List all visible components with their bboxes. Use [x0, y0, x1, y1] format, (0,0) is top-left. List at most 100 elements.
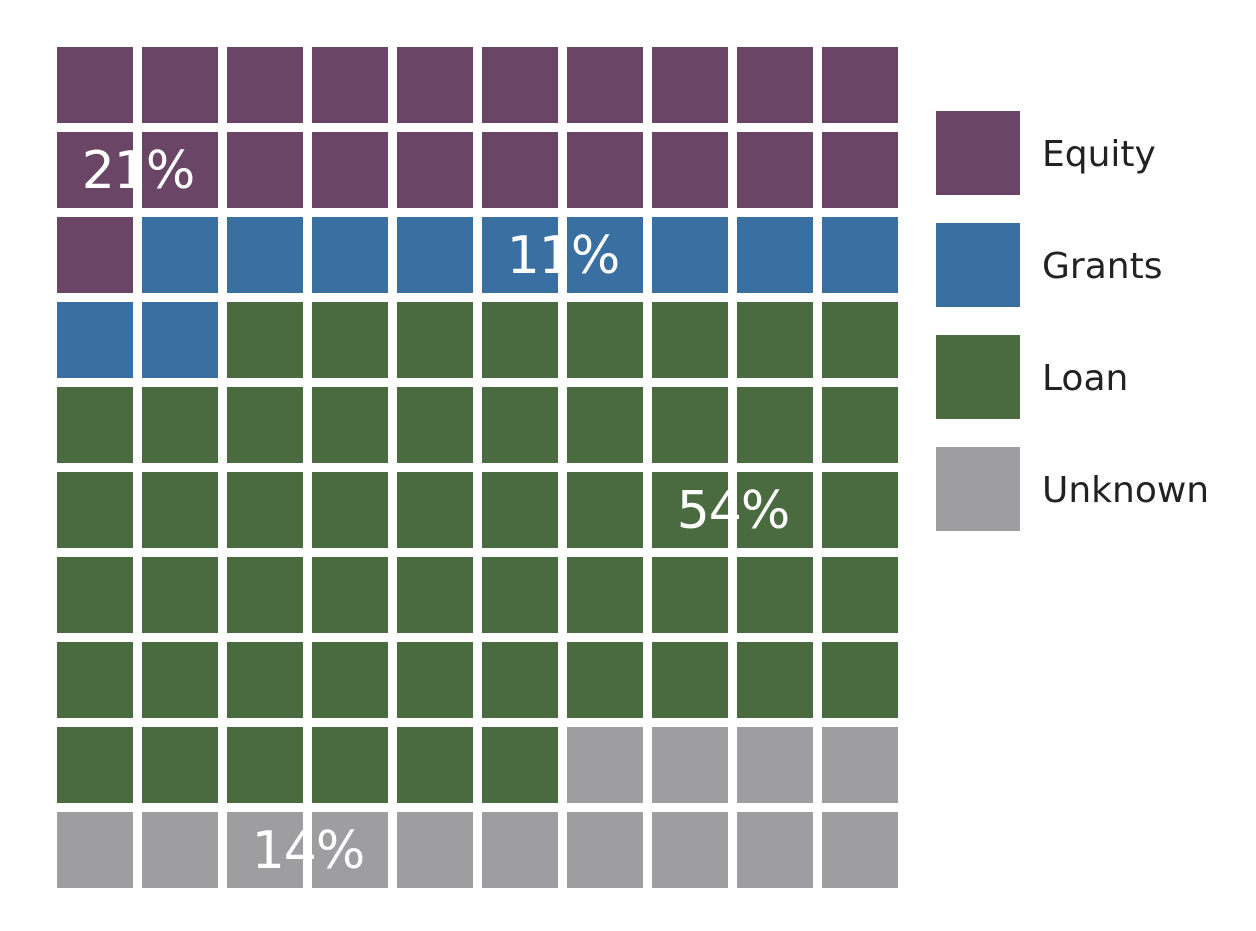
waffle-cell-loan — [397, 557, 473, 633]
waffle-cell-loan — [482, 472, 558, 548]
waffle-cell-unknown — [822, 727, 898, 803]
waffle-cell-unknown — [737, 812, 813, 888]
waffle-cell-loan — [142, 557, 218, 633]
waffle-cell-equity — [57, 132, 133, 208]
waffle-cell-loan — [397, 302, 473, 378]
waffle-cell-equity — [312, 132, 388, 208]
waffle-cell-loan — [737, 557, 813, 633]
waffle-cell-grants — [652, 217, 728, 293]
waffle-cells — [57, 47, 898, 888]
waffle-cell-loan — [57, 557, 133, 633]
waffle-cell-equity — [312, 47, 388, 123]
waffle-cell-loan — [397, 642, 473, 718]
pct-label-equity: 21% — [82, 141, 195, 201]
waffle-cell-loan — [737, 642, 813, 718]
waffle-cell-equity — [652, 132, 728, 208]
waffle-cell-grants — [482, 217, 558, 293]
waffle-cell-equity — [737, 47, 813, 123]
waffle-cell-loan — [142, 642, 218, 718]
waffle-cell-loan — [822, 387, 898, 463]
waffle-cell-unknown — [57, 812, 133, 888]
waffle-cell-equity — [397, 132, 473, 208]
waffle-cell-loan — [482, 727, 558, 803]
waffle-cell-loan — [312, 387, 388, 463]
waffle-cell-loan — [822, 472, 898, 548]
waffle-cell-equity — [482, 132, 558, 208]
waffle-cell-equity — [482, 47, 558, 123]
waffle-cell-equity — [57, 47, 133, 123]
waffle-cell-unknown — [652, 812, 728, 888]
waffle-cell-grants — [312, 217, 388, 293]
waffle-cell-equity — [227, 132, 303, 208]
waffle-cell-grants — [142, 217, 218, 293]
pct-label-unknown: 14% — [252, 821, 365, 881]
waffle-cell-loan — [567, 557, 643, 633]
waffle-cell-equity — [397, 47, 473, 123]
waffle-cell-loan — [652, 642, 728, 718]
waffle-cell-loan — [227, 387, 303, 463]
waffle-cell-equity — [567, 132, 643, 208]
waffle-cell-equity — [142, 47, 218, 123]
waffle-cell-grants — [737, 217, 813, 293]
legend-swatch-loan — [936, 335, 1020, 419]
waffle-cell-loan — [142, 472, 218, 548]
waffle-cell-unknown — [397, 812, 473, 888]
waffle-cell-loan — [227, 642, 303, 718]
waffle-cell-loan — [567, 642, 643, 718]
legend-label-unknown: Unknown — [1042, 470, 1209, 511]
waffle-cell-unknown — [567, 812, 643, 888]
waffle-cell-loan — [482, 302, 558, 378]
waffle-cell-loan — [482, 642, 558, 718]
waffle-cell-unknown — [142, 812, 218, 888]
waffle-cell-loan — [737, 472, 813, 548]
pct-label-grants: 11% — [507, 226, 620, 286]
waffle-cell-grants — [567, 217, 643, 293]
waffle-cell-grants — [227, 217, 303, 293]
waffle-cell-loan — [312, 472, 388, 548]
legend-swatch-unknown — [936, 447, 1020, 531]
waffle-cell-equity — [822, 132, 898, 208]
waffle-cell-loan — [652, 387, 728, 463]
waffle-cell-loan — [57, 387, 133, 463]
waffle-cell-loan — [57, 472, 133, 548]
waffle-cell-loan — [227, 302, 303, 378]
waffle-cell-loan — [567, 302, 643, 378]
waffle-cell-loan — [567, 472, 643, 548]
legend-label-loan: Loan — [1042, 358, 1128, 399]
waffle-cell-loan — [312, 557, 388, 633]
waffle-cell-loan — [227, 472, 303, 548]
waffle-cell-loan — [142, 727, 218, 803]
waffle-cell-loan — [652, 302, 728, 378]
percentage-labels: 21% 11% 54% 14% — [82, 141, 791, 881]
waffle-cell-loan — [142, 387, 218, 463]
legend-swatch-equity — [936, 111, 1020, 195]
waffle-cell-loan — [397, 472, 473, 548]
waffle-cell-loan — [822, 557, 898, 633]
legend-label-equity: Equity — [1042, 134, 1156, 175]
waffle-cell-loan — [822, 642, 898, 718]
waffle-cell-loan — [57, 727, 133, 803]
waffle-cell-unknown — [822, 812, 898, 888]
waffle-cell-equity — [822, 47, 898, 123]
waffle-cell-grants — [57, 302, 133, 378]
waffle-cell-loan — [397, 387, 473, 463]
waffle-cell-grants — [142, 302, 218, 378]
waffle-cell-loan — [822, 302, 898, 378]
waffle-cell-unknown — [227, 812, 303, 888]
waffle-cell-loan — [652, 472, 728, 548]
waffle-cell-unknown — [567, 727, 643, 803]
legend-label-grants: Grants — [1042, 246, 1162, 287]
waffle-cell-equity — [737, 132, 813, 208]
waffle-cell-loan — [482, 557, 558, 633]
waffle-cell-loan — [737, 387, 813, 463]
waffle-cell-loan — [227, 727, 303, 803]
waffle-cell-grants — [822, 217, 898, 293]
waffle-cell-loan — [397, 727, 473, 803]
legend: Equity Grants Loan Unknown — [936, 111, 1209, 531]
waffle-cell-loan — [737, 302, 813, 378]
waffle-cell-loan — [652, 557, 728, 633]
waffle-cell-loan — [57, 642, 133, 718]
waffle-cell-equity — [567, 47, 643, 123]
waffle-cell-loan — [312, 302, 388, 378]
